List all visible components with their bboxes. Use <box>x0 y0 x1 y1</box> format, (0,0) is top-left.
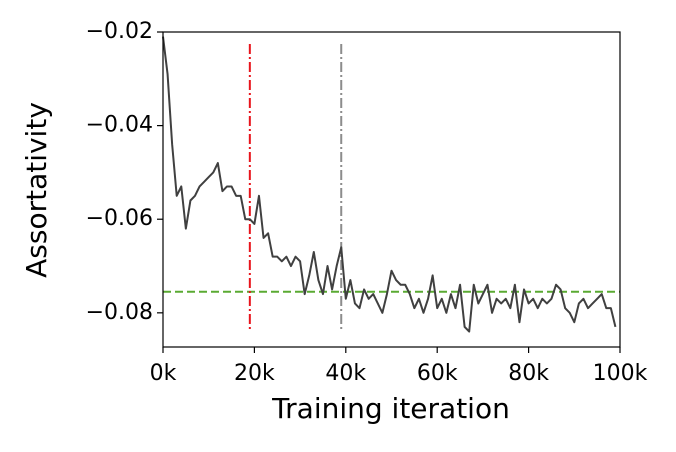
x-tick-label: 20k <box>234 361 275 386</box>
plot-frame <box>162 31 621 348</box>
x-tick-label: 100k <box>593 361 648 386</box>
y-axis-label: Assortativity <box>20 102 53 278</box>
data-line <box>162 36 617 333</box>
x-tick-label: 60k <box>417 361 458 386</box>
y-tick-label: −0.06 <box>86 206 153 231</box>
y-tick-label: −0.04 <box>86 113 153 138</box>
x-tick-label: 0k <box>150 361 177 386</box>
x-tick-label: 40k <box>325 361 366 386</box>
y-tick-label: −0.02 <box>86 19 153 44</box>
x-tick-label: 80k <box>508 361 549 386</box>
y-tick-label: −0.08 <box>86 300 153 325</box>
x-axis-label: Training iteration <box>271 392 510 425</box>
